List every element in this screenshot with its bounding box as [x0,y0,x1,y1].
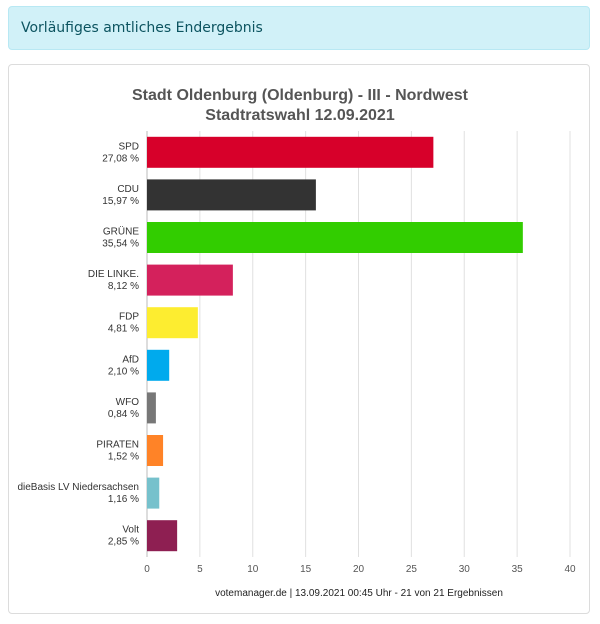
category-label: GRÜNE [103,226,139,238]
category-label: dieBasis LV Niedersachsen [17,482,139,493]
value-label: 15,97 % [102,196,139,207]
category-label: AfD [122,354,139,365]
category-label: CDU [117,184,139,195]
bar-5 [147,349,170,381]
status-alert: Vorläufiges amtliches Endergebnis [8,6,590,50]
status-alert-text: Vorläufiges amtliches Endergebnis [21,20,263,36]
x-tick-label: 15 [300,564,312,575]
bar-3 [147,264,233,296]
value-label: 2,10 % [108,366,139,377]
category-label: Volt [122,525,139,536]
category-label: SPD [118,141,139,152]
x-tick-label: 20 [353,564,365,575]
x-tick-label: 10 [247,564,259,575]
bar-8 [147,477,160,509]
category-label: WFO [116,397,140,408]
category-label: FDP [119,312,139,323]
category-label: PIRATEN [96,440,139,451]
value-label: 8,12 % [108,281,139,292]
value-label: 4,81 % [108,324,139,335]
bar-1 [147,179,316,211]
category-label: DIE LINKE. [88,269,139,280]
value-label: 27,08 % [102,153,139,164]
bar-7 [147,435,164,466]
bar-4 [147,307,198,339]
value-label: 35,54 % [102,239,139,250]
chart-title: Stadt Oldenburg (Oldenburg) - III - Nord… [132,87,469,104]
bar-0 [147,136,434,168]
value-label: 1,52 % [108,452,139,463]
x-tick-label: 5 [197,564,203,575]
x-tick-label: 40 [564,564,576,575]
chart-x-axis: 0 5 10 15 20 25 30 35 40 [144,564,576,575]
value-label: 2,85 % [108,537,139,548]
chart-subtitle: Stadtratswahl 12.09.2021 [205,107,395,124]
value-label: 1,16 % [108,494,139,505]
bar-2 [147,222,523,253]
bar-6 [147,392,156,424]
x-tick-label: 35 [512,564,524,575]
x-tick-label: 25 [406,564,418,575]
chart-footer: votemanager.de | 13.09.2021 00:45 Uhr - … [215,588,503,599]
x-tick-label: 30 [459,564,471,575]
value-label: 0,84 % [108,409,139,420]
x-tick-label: 0 [144,564,150,575]
chart-bars [147,136,523,552]
bar-9 [147,520,178,552]
